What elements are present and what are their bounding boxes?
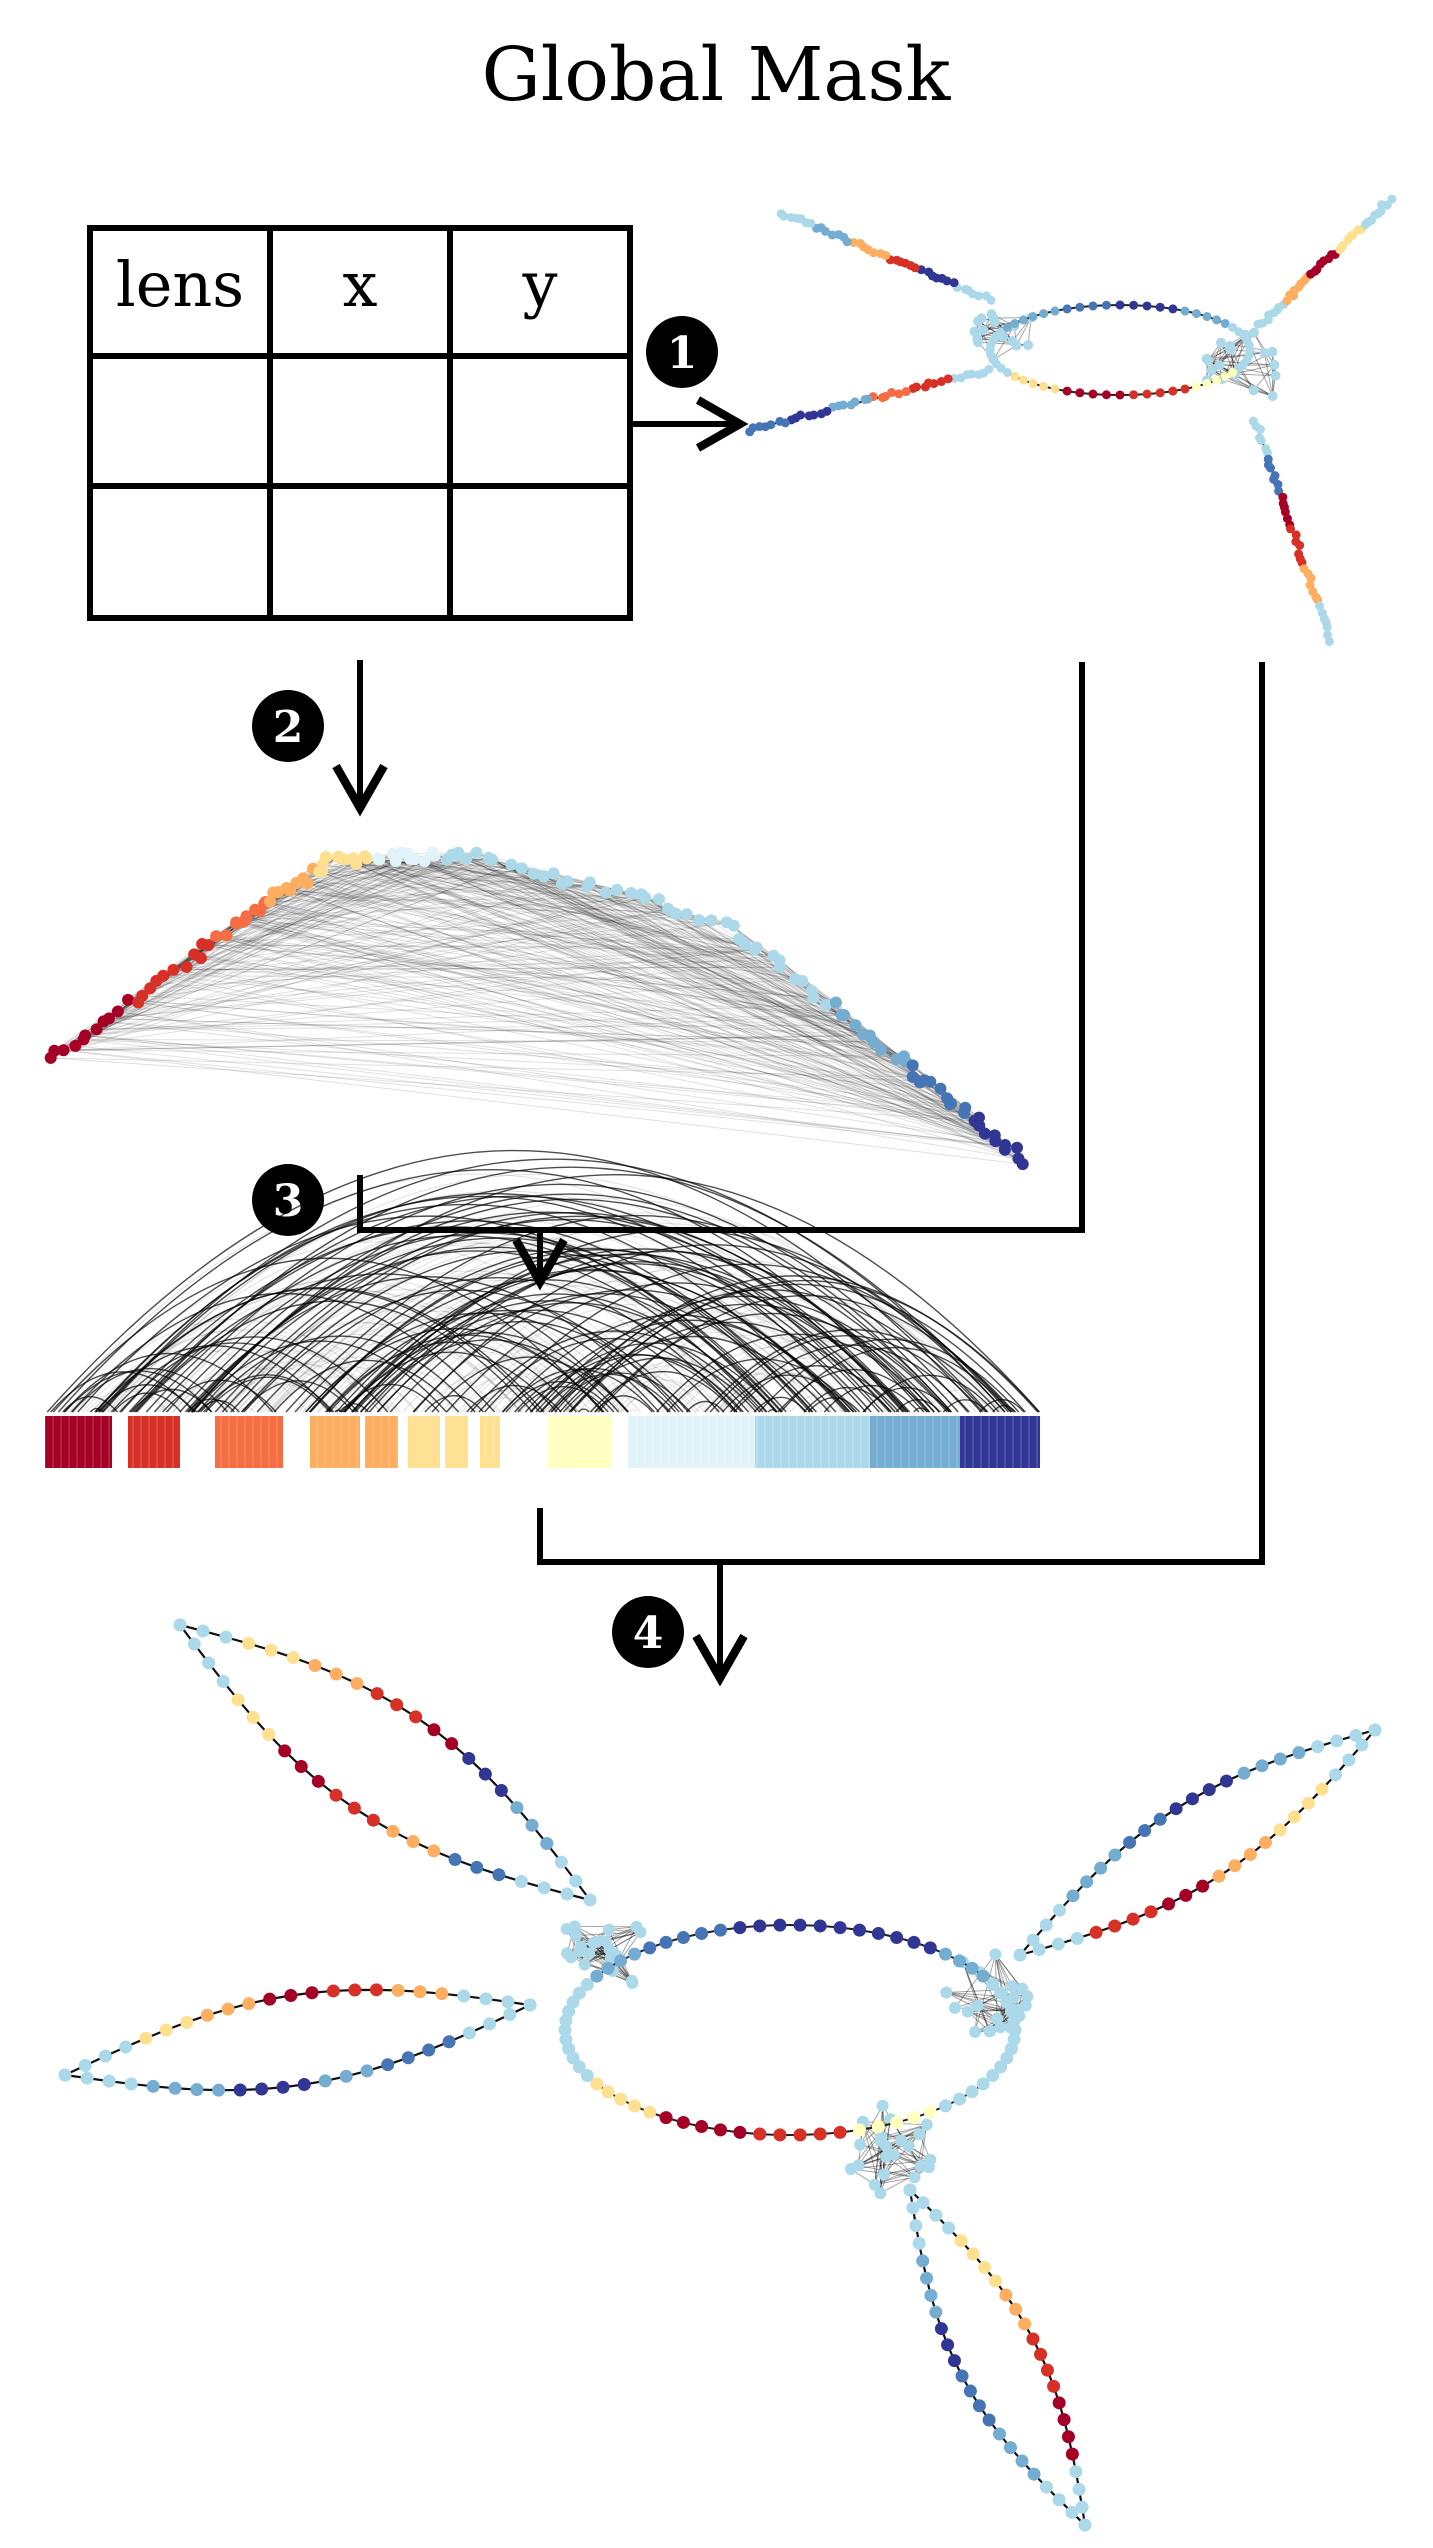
svg-text:3: 3	[273, 1176, 304, 1227]
step-badge-1: 1	[646, 316, 718, 388]
connector-step-4	[537, 662, 1265, 1565]
page-title: Global Mask	[482, 32, 952, 118]
connector-step-3-left	[357, 662, 1085, 1233]
step-badge-4: 4	[612, 1596, 684, 1668]
svg-text:2: 2	[273, 702, 304, 753]
network-graph-projection	[44, 846, 1029, 1171]
step-badge-3: 3	[252, 1164, 324, 1236]
network-graph-top	[745, 194, 1397, 646]
arc-diagram-colorbar	[44, 1149, 1040, 1468]
table-header-x: x	[343, 248, 378, 321]
table-header-lens: lens	[116, 248, 244, 321]
svg-text:4: 4	[633, 1608, 664, 1659]
flow-connectors	[332, 396, 1265, 1687]
svg-text:1: 1	[667, 328, 698, 379]
network-graph-final	[58, 1618, 1382, 2532]
table-header-y: y	[521, 248, 557, 321]
lens-table: lens x y	[87, 225, 633, 621]
step-badge-2: 2	[252, 690, 324, 762]
